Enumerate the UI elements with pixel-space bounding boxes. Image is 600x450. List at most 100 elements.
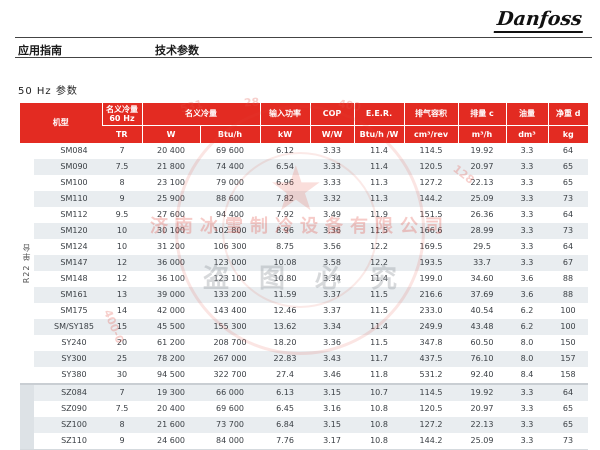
cell-kw: 11.59 — [260, 287, 310, 303]
cell-disp: 144.2 — [419, 436, 443, 445]
cell-tr: 9 — [119, 436, 125, 445]
cell-eer: 11.7 — [354, 351, 404, 367]
cell-kw: 6.84 — [260, 417, 310, 433]
cell-eer: 10.8 — [354, 417, 404, 433]
col-header-oil: 油量 — [505, 103, 548, 125]
unit-btuh-w: Btu/h /W — [353, 124, 404, 143]
cell-tr: 14 — [116, 306, 128, 315]
cell-tr: 25 — [102, 351, 142, 367]
cell-cop: 3.37 — [323, 306, 341, 315]
cell-m3h: 34.60 — [470, 274, 494, 283]
unit-cm3rev: cm³/rev — [403, 124, 458, 143]
cell-tr: 20 — [116, 338, 128, 347]
cell-model: SZ084 — [34, 383, 102, 401]
cell-kg: 64 — [548, 383, 588, 401]
cell-btuh: 66 000 — [200, 383, 260, 401]
cell-btuh: 84 000 — [216, 436, 244, 445]
cell-btuh: 74 400 — [200, 159, 260, 175]
cell-w: 24 600 — [157, 436, 185, 445]
cell-btuh: 155 300 — [200, 319, 260, 335]
cell-m3h: 22.13 — [470, 178, 494, 187]
cell-oil: 6.2 — [520, 306, 534, 315]
spec-table: 机型 名义冷量 60 Hz 名义冷量 输入功率 COP E.E.R. 排气容积 … — [20, 103, 588, 450]
cell-disp: 437.5 — [404, 351, 458, 367]
cell-btuh: 69 600 — [216, 146, 244, 155]
cell-cop: 3.56 — [323, 242, 341, 251]
cell-w: 19 300 — [142, 383, 200, 401]
cell-model: SZ110 — [61, 436, 87, 445]
cell-tr: 13 — [102, 287, 142, 303]
cell-oil: 6.2 — [506, 319, 548, 335]
cell-cop: 3.16 — [323, 404, 341, 413]
cell-eer: 11.5 — [354, 223, 404, 239]
group-label-vertical-text: R22 单台 — [22, 242, 31, 284]
cell-eer: 11.5 — [354, 287, 404, 303]
cell-disp: 166.6 — [404, 223, 458, 239]
cell-disp: 249.9 — [404, 319, 458, 335]
cell-kw: 10.08 — [260, 255, 310, 271]
col-header-cooling: 名义冷量 — [141, 103, 260, 125]
cell-kw: 6.13 — [260, 383, 310, 401]
cell-tr: 7 — [102, 383, 142, 401]
cell-oil: 3.3 — [506, 159, 548, 175]
cell-kw: 6.96 — [276, 178, 294, 187]
cell-oil: 3.6 — [520, 274, 534, 283]
cell-m3h: 26.36 — [470, 210, 494, 219]
cell-cop: 3.34 — [323, 274, 341, 283]
cell-disp: 127.2 — [419, 178, 443, 187]
cell-disp: 120.5 — [404, 159, 458, 175]
cell-m3h: 33.7 — [458, 255, 506, 271]
cell-w: 78 200 — [142, 351, 200, 367]
cell-kg: 73 — [562, 436, 574, 445]
cell-model: SZ090 — [61, 404, 87, 413]
cell-kw: 10.80 — [273, 274, 297, 283]
cell-kg: 158 — [560, 370, 576, 379]
header-divider-bottom — [15, 57, 592, 58]
col-header-swept-volume: 排量 c — [457, 103, 506, 125]
col-header-power: 输入功率 — [259, 103, 310, 125]
cell-disp: 347.8 — [419, 338, 443, 347]
cell-model: SY240 — [61, 338, 87, 347]
table-row: SM/SY185 15 45 500 155 300 13.62 3.34 11.4 249.… — [20, 319, 588, 335]
cell-model: SM147 — [34, 255, 102, 271]
cell-model: SM124 — [60, 242, 88, 251]
cell-tr: 9.5 — [115, 210, 129, 219]
table-row: SZ090 7.5 20 400 69 600 6.45 3.16 10.8 120.5 20.… — [20, 401, 588, 417]
cell-cop: 3.58 — [310, 255, 354, 271]
cell-kg: 73 — [548, 191, 588, 207]
unit-tr: TR — [102, 124, 142, 143]
cell-cop: 3.37 — [310, 287, 354, 303]
cell-model: SM120 — [34, 223, 102, 239]
spec-table-body: R22 单台 SM084 7 20 400 69 600 6.12 3.33 11.4 114.… — [20, 143, 588, 450]
cell-kg: 150 — [560, 338, 576, 347]
cell-m3h: 19.92 — [458, 383, 506, 401]
cell-oil: 3.3 — [520, 242, 534, 251]
cell-model: SM090 — [34, 159, 102, 175]
cell-btuh: 208 700 — [213, 338, 247, 347]
cell-eer: 11.8 — [370, 370, 388, 379]
cell-eer: 11.4 — [370, 274, 388, 283]
cell-disp: 169.5 — [419, 242, 443, 251]
cell-tr: 12 — [116, 274, 128, 283]
cell-w: 31 200 — [157, 242, 185, 251]
cell-w: 21 600 — [142, 417, 200, 433]
table-row: SM100 8 23 100 79 000 6.96 3.33 11.3 127.2 22.13… — [20, 175, 588, 191]
group-label-cell — [20, 383, 34, 450]
cell-kw: 6.12 — [276, 146, 294, 155]
col-header-model: 机型 — [20, 103, 102, 143]
cell-kw: 18.20 — [273, 338, 297, 347]
cell-eer: 12.2 — [370, 242, 388, 251]
breadcrumb-technical-parameters: 技术参数 — [155, 44, 199, 57]
cell-cop: 3.17 — [323, 436, 341, 445]
cell-eer: 11.5 — [370, 338, 388, 347]
cell-eer: 10.7 — [354, 383, 404, 401]
unit-kg: kg — [547, 124, 588, 143]
cell-cop: 3.15 — [310, 383, 354, 401]
cell-eer: 12.2 — [354, 255, 404, 271]
cell-kg: 88 — [548, 287, 588, 303]
cell-btuh: 123 000 — [200, 255, 260, 271]
cell-tr: 10 — [102, 223, 142, 239]
spec-table-header: 机型 名义冷量 60 Hz 名义冷量 输入功率 COP E.E.R. 排气容积 … — [20, 103, 588, 143]
cell-kw: 7.92 — [276, 210, 294, 219]
